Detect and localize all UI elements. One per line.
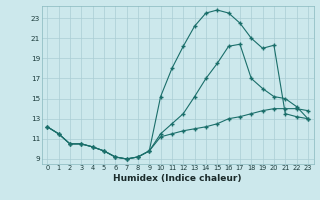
- X-axis label: Humidex (Indice chaleur): Humidex (Indice chaleur): [113, 174, 242, 183]
